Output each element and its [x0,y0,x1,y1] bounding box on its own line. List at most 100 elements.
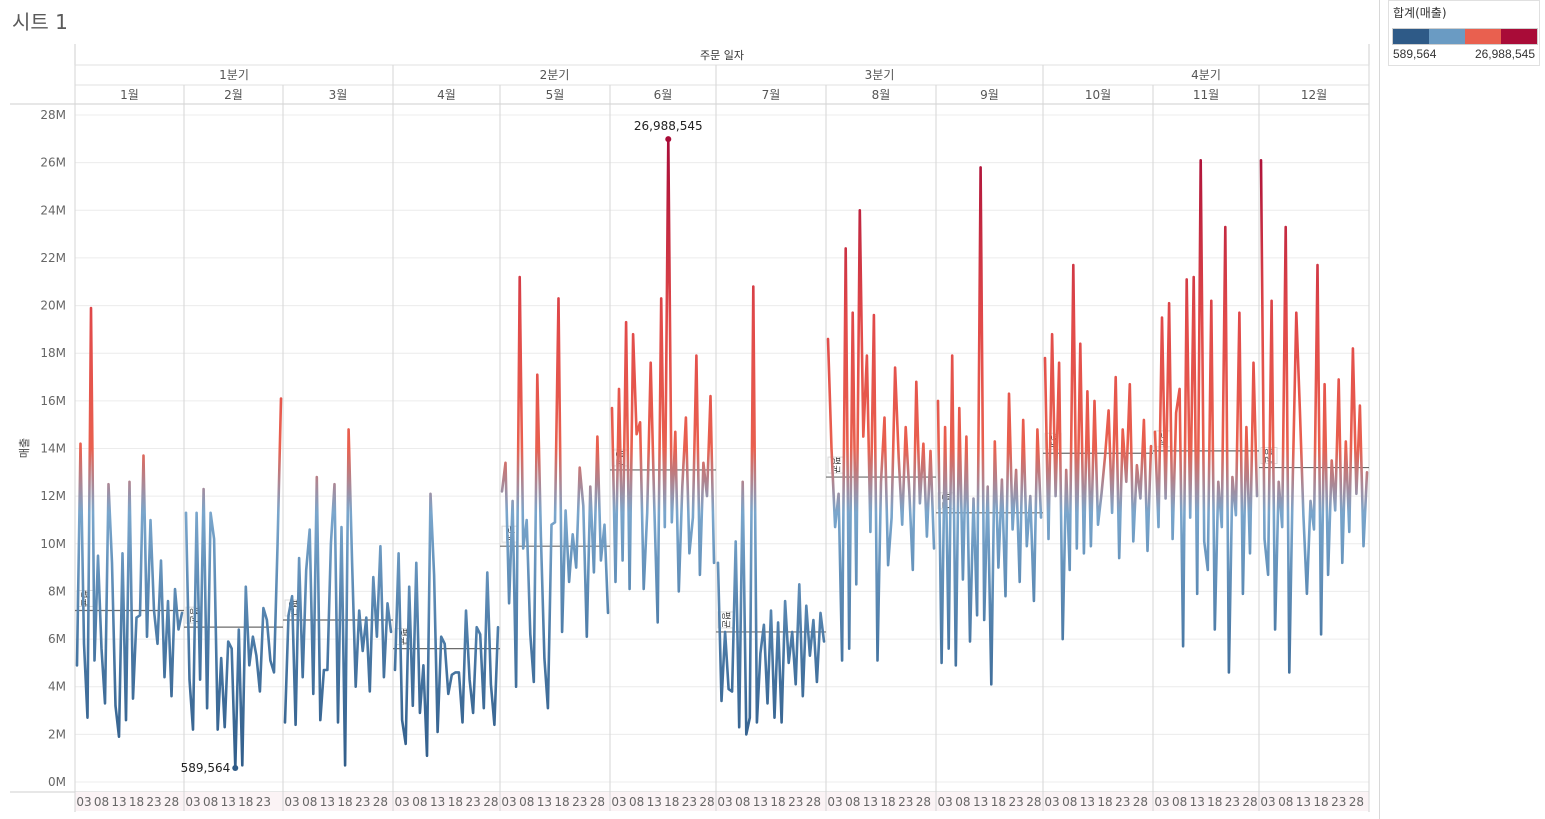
x-tick-label: 28 [916,795,931,809]
x-tick-label: 23 [1225,795,1240,809]
x-tick-label: 28 [373,795,388,809]
x-tick-label: 13 [973,795,988,809]
y-tick-label: 22M [40,251,66,265]
legend-color-ramp [1392,28,1538,45]
y-tick-label: 10M [40,537,66,551]
series-line-6월[interactable] [610,137,716,624]
series-line-5월[interactable] [500,275,610,710]
x-tick-label: 03 [501,795,516,809]
y-tick-label: 0M [48,775,66,789]
ramp-segment [1465,29,1501,44]
x-tick-label: 03 [827,795,842,809]
y-tick-label: 2M [48,727,66,741]
data-point-marker[interactable] [232,764,239,771]
x-tick-label: 08 [203,795,218,809]
series-line-12월[interactable] [1259,159,1369,674]
x-tick-label: 08 [94,795,109,809]
x-tick-label: 03 [1154,795,1169,809]
y-tick-label: 4M [48,680,66,694]
series-line-2월[interactable] [184,397,283,770]
x-tick-label: 23 [1115,795,1130,809]
x-tick-label: 28 [1242,795,1257,809]
y-tick-label: 24M [40,203,66,217]
sheet-title: 시트 1 [12,10,68,34]
x-tick-label: 18 [664,795,679,809]
average-label: 평균 [504,526,515,543]
data-point-marker[interactable] [665,136,672,143]
x-tick-label: 18 [238,795,253,809]
x-tick-label: 28 [590,795,605,809]
quarter-header[interactable]: 4분기 [1191,68,1221,82]
series-line-3월[interactable] [283,428,393,767]
x-tick-label: 13 [430,795,445,809]
average-label: 평균 [1047,433,1058,450]
x-tick-label: 18 [1313,795,1328,809]
line-chart[interactable]: 0M 2M 4M 6M 8M 10M 12M 14M 16M 18M 20M 22M 24M 26M 28M… [0,0,1378,819]
x-tick-label: 28 [806,795,821,809]
month-header[interactable]: 11월 [1193,88,1219,102]
x-tick-label: 03 [394,795,409,809]
quarter-header[interactable]: 1분기 [219,68,249,82]
x-tick-label: 28 [1026,795,1041,809]
month-header[interactable]: 1월 [120,88,139,102]
x-tick-label: 18 [880,795,895,809]
x-tick-label: 08 [519,795,534,809]
x-tick-label: 18 [1207,795,1222,809]
x-tick-label: 13 [1190,795,1205,809]
x-tick-label: 18 [1097,795,1112,809]
y-axis-title: 매출 [18,438,31,458]
annotation-label: 26,988,545 [634,119,703,133]
column-header-title: 주문 일자 [700,48,744,62]
x-tick-label: 03 [1044,795,1059,809]
y-tick-label: 28M [40,108,66,122]
average-label: 평균 [830,457,841,474]
x-tick-label: 18 [554,795,569,809]
x-tick-label: 08 [955,795,970,809]
x-tick-label: 28 [1133,795,1148,809]
x-tick-label: 23 [355,795,370,809]
x-tick-label: 03 [717,795,732,809]
month-header[interactable]: 9월 [980,88,999,102]
color-legend[interactable]: 합계(매출) 589,564 26,988,545 [1388,0,1540,66]
month-header[interactable]: 10월 [1085,88,1111,102]
month-header[interactable]: 6월 [654,88,673,102]
month-header[interactable]: 5월 [546,88,565,102]
x-tick-label: 18 [448,795,463,809]
x-tick-label: 13 [111,795,126,809]
series-line-4월[interactable] [393,492,500,758]
quarter-header[interactable]: 2분기 [540,68,570,82]
x-tick-label: 23 [465,795,480,809]
x-tick-label: 18 [770,795,785,809]
series-line-10월[interactable] [1043,263,1153,641]
x-tick-label: 23 [572,795,587,809]
x-tick-label: 03 [1260,795,1275,809]
legend-title: 합계(매출) [1393,6,1447,20]
y-tick-label: 16M [40,394,66,408]
series-line-9월[interactable] [936,166,1043,686]
quarter-header[interactable]: 3분기 [865,68,895,82]
x-tick-label: 08 [1278,795,1293,809]
legend-max-label: 26,988,545 [1474,47,1535,61]
series-line-1월[interactable] [75,306,184,739]
series-line-8월[interactable] [826,209,936,662]
month-header[interactable]: 3월 [329,88,348,102]
average-label: 평균 [188,607,199,624]
x-tick-label: 23 [256,795,271,809]
month-header[interactable]: 2월 [224,88,243,102]
y-tick-label: 26M [40,156,66,170]
x-tick-label: 23 [788,795,803,809]
x-tick-label: 13 [863,795,878,809]
legend-min-label: 589,564 [1393,47,1437,61]
x-tick-label: 13 [647,795,662,809]
series-line-7월[interactable] [716,285,826,736]
average-label: 평균 [1157,431,1168,448]
x-tick-label: 08 [1062,795,1077,809]
average-label: 평균 [397,628,408,645]
month-header[interactable]: 8월 [872,88,891,102]
x-tick-label: 23 [146,795,161,809]
x-tick-label: 13 [753,795,768,809]
series-line-11월[interactable] [1153,159,1259,674]
month-header[interactable]: 12월 [1301,88,1327,102]
month-header[interactable]: 7월 [762,88,781,102]
month-header[interactable]: 4월 [437,88,456,102]
